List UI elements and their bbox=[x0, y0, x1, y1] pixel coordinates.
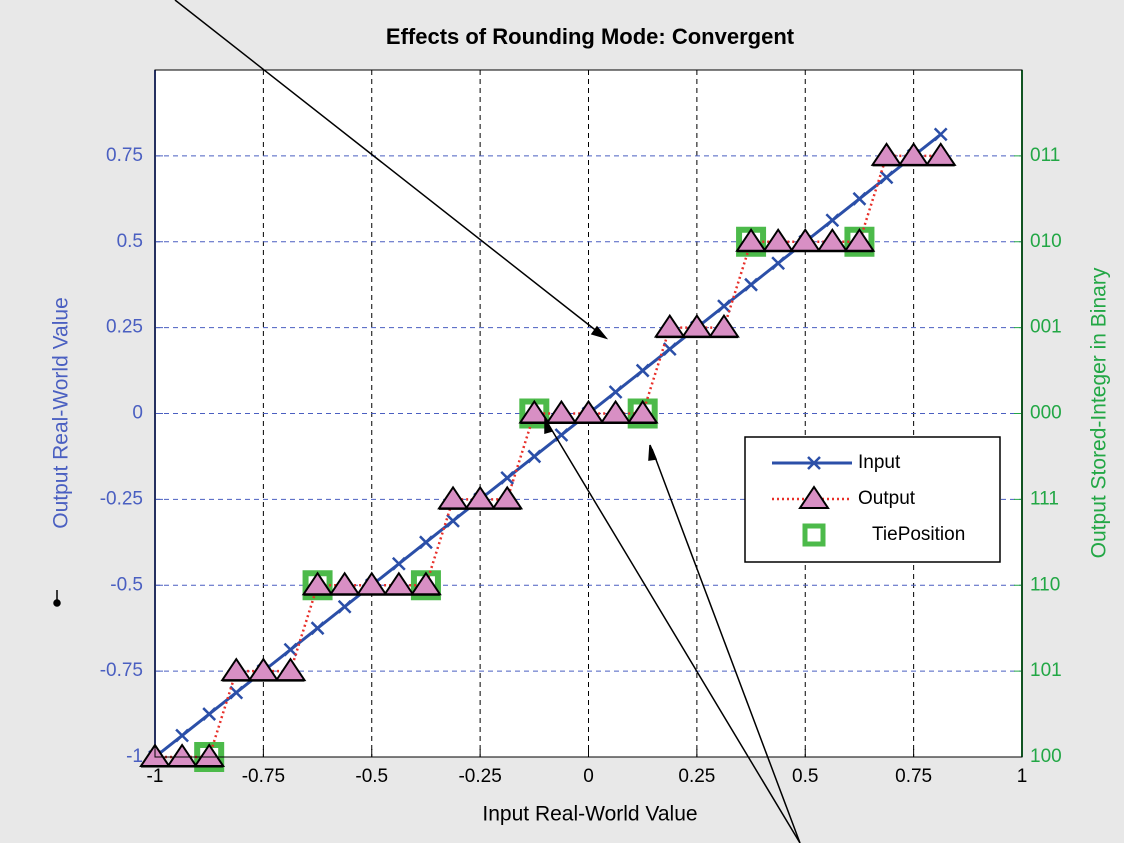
output-marker bbox=[681, 313, 713, 338]
output-marker bbox=[382, 571, 415, 596]
output-marker bbox=[572, 399, 605, 424]
input-marker bbox=[175, 728, 189, 743]
y-tick-label: 0 bbox=[132, 403, 143, 424]
input-marker bbox=[337, 599, 352, 614]
output-marker bbox=[220, 657, 253, 682]
y2-tick-label: 010 bbox=[1030, 231, 1062, 252]
y2-tick-label: 001 bbox=[1030, 317, 1062, 338]
chart-title: Effects of Rounding Mode: Convergent bbox=[386, 24, 795, 49]
input-marker bbox=[662, 342, 677, 356]
legend-label: Input bbox=[858, 452, 901, 473]
input-marker bbox=[717, 299, 731, 314]
arrowhead bbox=[648, 444, 658, 461]
x-tick-label: 0 bbox=[583, 766, 594, 787]
arrow bbox=[546, 421, 801, 843]
legend-label: TiePosition bbox=[872, 524, 965, 545]
arrow-dot bbox=[53, 599, 61, 607]
output-marker bbox=[897, 142, 930, 166]
input-marker bbox=[391, 556, 406, 571]
output-marker bbox=[301, 571, 334, 596]
arrow bbox=[651, 448, 801, 843]
input-marker bbox=[202, 707, 217, 721]
output-marker bbox=[355, 571, 388, 596]
input-marker bbox=[852, 191, 867, 206]
input-marker bbox=[500, 471, 515, 485]
y-tick-label: -0.25 bbox=[100, 488, 143, 509]
legend-marker bbox=[798, 485, 830, 509]
output-marker bbox=[735, 227, 767, 252]
output-marker bbox=[518, 399, 551, 424]
x-tick-label: 1 bbox=[1017, 766, 1028, 787]
output-marker bbox=[410, 571, 442, 596]
y2-tick-label: 111 bbox=[1030, 488, 1059, 509]
input-marker bbox=[310, 621, 325, 636]
input-marker bbox=[419, 535, 433, 550]
x-tick-label: 0.75 bbox=[895, 766, 932, 787]
arrow bbox=[174, 0, 604, 337]
arrowhead bbox=[590, 325, 609, 340]
annotations bbox=[53, 0, 801, 843]
x-tick-label: 0.25 bbox=[678, 766, 715, 787]
y2-tick-label: 110 bbox=[1030, 574, 1060, 595]
legend-marker bbox=[802, 523, 826, 547]
legend: Input Output TiePosition bbox=[744, 436, 1001, 563]
input-marker bbox=[744, 277, 758, 292]
output-marker bbox=[193, 743, 226, 767]
output-marker bbox=[491, 485, 524, 510]
output-marker bbox=[789, 227, 822, 252]
y2-axis-label: Output Stored-Integer in Binary bbox=[1088, 267, 1111, 558]
y-tick-label: -0.75 bbox=[100, 660, 143, 681]
legend-marker bbox=[807, 456, 821, 470]
output-marker bbox=[816, 227, 849, 252]
input-marker bbox=[446, 513, 460, 528]
y-tick-label: 0.75 bbox=[106, 145, 143, 166]
output-marker bbox=[762, 227, 795, 252]
x-tick-label: 0.5 bbox=[792, 766, 818, 787]
output-marker bbox=[843, 227, 876, 252]
input-marker bbox=[635, 363, 650, 378]
output-marker bbox=[437, 485, 469, 510]
x-axis-label: Input Real-World Value bbox=[482, 803, 697, 826]
input-marker bbox=[771, 256, 786, 271]
y-tick-label: -0.5 bbox=[110, 574, 143, 595]
y2-tick-label: 000 bbox=[1030, 403, 1062, 424]
y-tick-label: 0.25 bbox=[106, 317, 143, 338]
input-marker bbox=[527, 449, 542, 464]
output-marker bbox=[166, 743, 198, 767]
y-tick-label: 0.5 bbox=[117, 231, 143, 252]
input-marker bbox=[933, 127, 948, 142]
input-marker bbox=[229, 685, 244, 700]
x-tick-label: -0.75 bbox=[242, 766, 285, 787]
y2-tick-label: 101 bbox=[1030, 660, 1062, 681]
output-marker bbox=[870, 142, 903, 166]
input-marker bbox=[608, 385, 623, 399]
input-marker bbox=[879, 170, 894, 185]
y2-tick-label: 100 bbox=[1030, 746, 1062, 767]
output-marker bbox=[247, 657, 280, 682]
output-marker bbox=[626, 399, 659, 424]
plot-frame bbox=[154, 69, 1023, 758]
x-tick-label: -0.5 bbox=[355, 766, 388, 787]
output-marker bbox=[545, 399, 578, 424]
output-marker bbox=[599, 399, 632, 424]
legend-label: Output bbox=[858, 488, 916, 509]
output-marker bbox=[653, 313, 686, 338]
output-marker bbox=[708, 313, 740, 338]
x-tick-label: -1 bbox=[147, 766, 164, 787]
output-marker bbox=[274, 657, 307, 682]
output-marker bbox=[328, 571, 361, 596]
output-marker bbox=[924, 142, 957, 166]
input-marker bbox=[825, 213, 840, 228]
arrowhead bbox=[544, 417, 554, 434]
y2-tick-label: 011 bbox=[1030, 145, 1060, 166]
output-marker bbox=[464, 485, 496, 510]
x-tick-label: -0.25 bbox=[458, 766, 501, 787]
input-marker bbox=[283, 642, 298, 657]
y-tick-label: -1 bbox=[126, 746, 143, 767]
y-axis-label: Output Real-World Value bbox=[50, 297, 73, 529]
